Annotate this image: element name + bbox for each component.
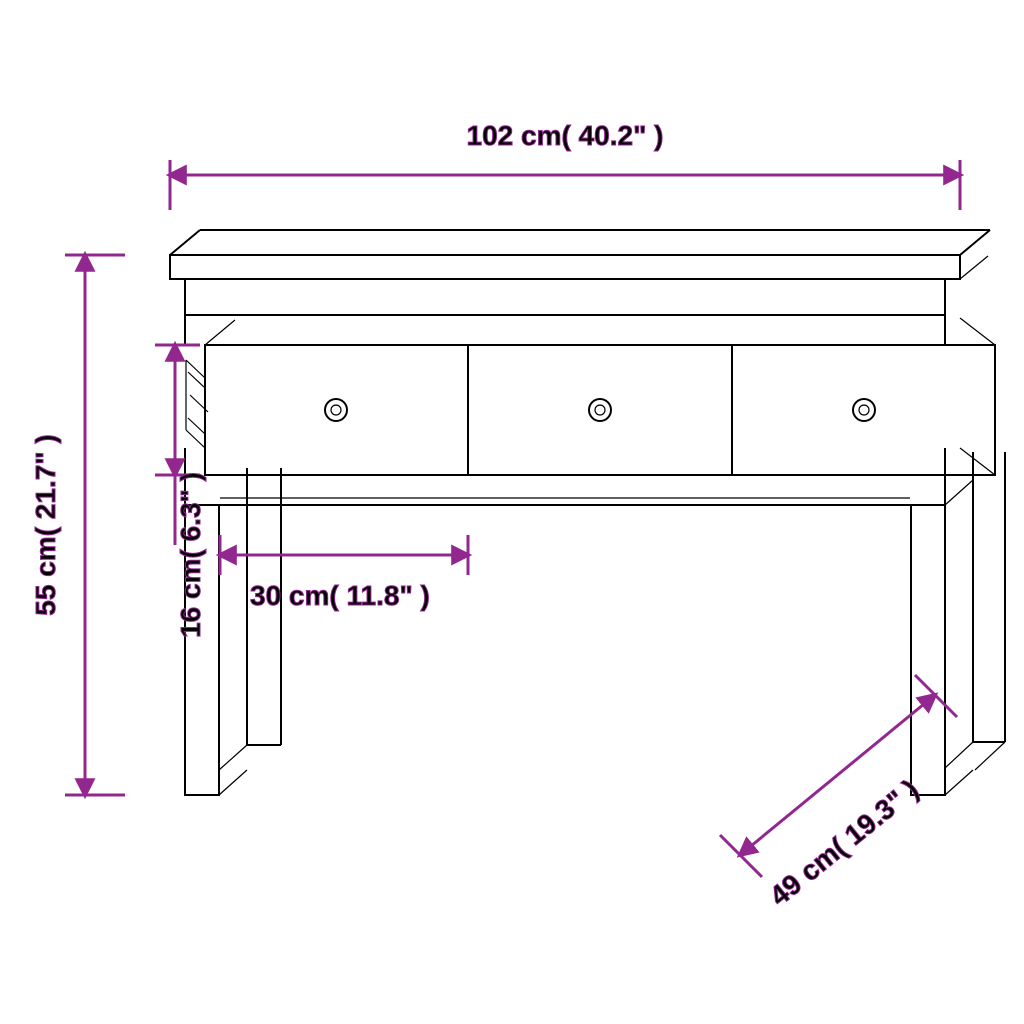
drawer-band (205, 318, 995, 475)
dim-depth: 49 cm( 19.3" ) (720, 675, 957, 912)
dimensions: 102 cm( 40.2" ) 55 cm( 21.7" ) 16 cm( 6.… (30, 120, 960, 912)
dim-height-label: 55 cm( 21.7" ) (30, 434, 61, 615)
dim-width-label: 102 cm( 40.2" ) (467, 120, 664, 151)
dim-width: 102 cm( 40.2" ) (170, 120, 960, 210)
table-drawing (170, 230, 1005, 795)
dim-height: 55 cm( 21.7" ) (30, 255, 125, 795)
rear-leg-right (945, 452, 1005, 770)
dim-drawer-height: 16 cm( 6.3" ) (155, 345, 206, 638)
dim-drawer-height-label: 16 cm( 6.3" ) (175, 472, 206, 638)
dim-drawer-width: 30 cm( 11.8" ) (220, 535, 468, 611)
dimension-diagram: 102 cm( 40.2" ) 55 cm( 21.7" ) 16 cm( 6.… (0, 0, 1024, 1024)
dim-drawer-width-label: 30 cm( 11.8" ) (250, 580, 430, 611)
front-leg-right (911, 505, 945, 795)
rear-leg-left (219, 468, 281, 770)
dim-depth-label: 49 cm( 19.3" ) (764, 773, 924, 911)
